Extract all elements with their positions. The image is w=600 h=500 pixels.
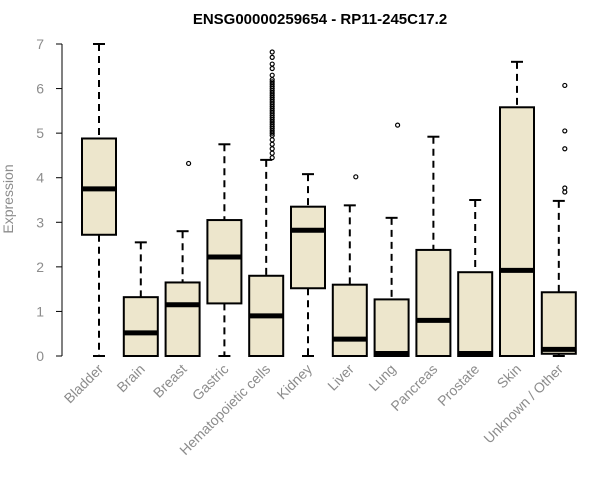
iqr-box bbox=[331, 283, 368, 357]
x-tick-label: Kidney bbox=[274, 361, 316, 403]
y-axis-ticks: 0 1 2 3 4 5 6 7 bbox=[36, 36, 62, 364]
box-prostate bbox=[457, 199, 494, 358]
box-unknown-other bbox=[540, 82, 577, 357]
box-pancreas bbox=[415, 135, 452, 357]
outlier-point bbox=[562, 146, 568, 152]
chart-title: ENSG00000259654 - RP11-245C17.2 bbox=[193, 11, 447, 28]
x-tick-label: Liver bbox=[324, 361, 357, 394]
outlier-point bbox=[269, 72, 275, 78]
box-bladder bbox=[81, 43, 117, 357]
x-tick-label: Breast bbox=[150, 361, 190, 401]
outlier-point bbox=[269, 79, 275, 85]
box-lung bbox=[373, 122, 410, 357]
x-tick-label: Skin bbox=[494, 361, 525, 392]
iqr-box bbox=[164, 281, 201, 358]
iqr-box bbox=[206, 219, 243, 305]
y-tick-label: 5 bbox=[36, 125, 44, 141]
iqr-box bbox=[373, 298, 410, 357]
outlier-point bbox=[269, 54, 275, 60]
iqr-box bbox=[499, 106, 535, 357]
iqr-box bbox=[122, 296, 159, 357]
outlier-point bbox=[269, 137, 275, 143]
box-gastric bbox=[206, 143, 243, 357]
y-tick-label: 6 bbox=[36, 81, 44, 97]
box-skin bbox=[499, 60, 535, 357]
iqr-box bbox=[290, 205, 326, 290]
y-tick-label: 2 bbox=[36, 259, 44, 275]
iqr-box bbox=[457, 271, 494, 358]
outlier-point bbox=[269, 49, 275, 55]
outlier-point bbox=[269, 141, 275, 147]
outlier-point bbox=[562, 185, 568, 191]
outlier-point bbox=[269, 150, 275, 156]
outlier-point bbox=[269, 146, 275, 152]
x-tick-label: Bladder bbox=[61, 361, 107, 407]
box-kidney bbox=[290, 173, 326, 357]
x-tick-label: Unknown / Other bbox=[480, 361, 566, 447]
iqr-box bbox=[540, 291, 577, 355]
outlier-point bbox=[269, 65, 275, 72]
outlier-point bbox=[395, 122, 401, 128]
x-tick-label: Brain bbox=[113, 361, 147, 395]
outlier-point bbox=[269, 61, 275, 67]
box-hematopoietic-cells bbox=[248, 49, 285, 357]
y-tick-label: 1 bbox=[36, 303, 44, 319]
x-tick-label: Prostate bbox=[434, 361, 482, 409]
outlier-point bbox=[562, 128, 568, 134]
y-axis-label: Expression bbox=[0, 164, 16, 233]
y-tick-label: 4 bbox=[36, 170, 44, 186]
box-brain bbox=[122, 241, 159, 357]
y-tick-label: 3 bbox=[36, 214, 44, 230]
y-tick-label: 0 bbox=[36, 348, 44, 364]
outlier-point bbox=[353, 174, 359, 180]
outlier-point bbox=[186, 160, 192, 167]
iqr-box bbox=[415, 248, 452, 357]
outlier-point bbox=[562, 189, 568, 195]
boxes-layer bbox=[81, 43, 577, 358]
box-breast bbox=[164, 160, 201, 358]
box-liver bbox=[331, 174, 368, 357]
y-tick-label: 7 bbox=[36, 36, 44, 52]
x-tick-label: Lung bbox=[365, 361, 398, 394]
outlier-point bbox=[562, 82, 568, 89]
